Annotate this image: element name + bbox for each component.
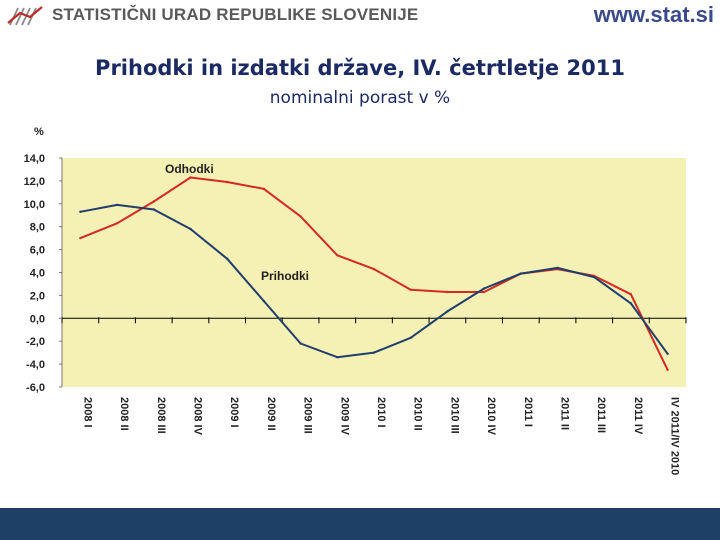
data-point-prihodki (336, 356, 339, 359)
y-tick-label: -6,0 (26, 382, 45, 394)
y-tick-label: 12,0 (24, 176, 45, 188)
x-tick-label: 2011 IV (632, 397, 644, 435)
data-point-odhodki (226, 180, 229, 184)
x-tick-label: 2009 IV (338, 397, 350, 436)
page-subtitle: nominalni porast v % (269, 88, 451, 108)
footer-bar (0, 508, 720, 540)
x-tick-label: 2008 III (155, 397, 167, 434)
y-tick-label: 4,0 (30, 268, 45, 280)
stat-office-logo (7, 6, 43, 26)
y-tick-label: 10,0 (24, 199, 45, 211)
series-label-odhodki: Odhodki (165, 162, 214, 176)
data-point-prihodki (226, 257, 229, 260)
data-point-prihodki (189, 227, 192, 231)
data-point-prihodki (409, 336, 412, 339)
y-tick-label: 14,0 (24, 153, 45, 165)
y-tick-label: 2,0 (30, 290, 45, 302)
data-point-odhodki (299, 215, 302, 218)
x-tick-label: 2008 II (118, 397, 130, 431)
x-tick-label: IV 2011/IV 2010 (669, 397, 681, 475)
data-point-prihodki (262, 299, 266, 303)
data-point-prihodki (115, 203, 119, 207)
data-point-odhodki (262, 187, 266, 191)
data-point-prihodki (519, 272, 522, 275)
y-tick-label: -4,0 (26, 359, 45, 371)
x-tick-label: 2010 IV (485, 397, 497, 436)
data-point-odhodki (409, 288, 412, 291)
data-point-prihodki (482, 287, 486, 290)
page-title: Prihodki in izdatki države, IV. četrtlet… (95, 56, 625, 80)
data-point-odhodki (482, 290, 486, 294)
data-point-odhodki (629, 293, 633, 296)
data-point-odhodki (152, 200, 155, 203)
y-tick-label: 8,0 (30, 222, 45, 234)
x-tick-label: 2011 I (522, 397, 534, 427)
data-point-odhodki (115, 222, 119, 225)
data-point-prihodki (666, 352, 669, 355)
data-point-prihodki (629, 302, 633, 305)
x-tick-label: 2010 II (412, 397, 424, 431)
org-name: STATISTIČNI URAD REPUBLIKE SLOVENIJE (52, 5, 419, 24)
data-point-prihodki (446, 310, 449, 313)
data-point-odhodki (446, 290, 449, 294)
plot-area (62, 158, 686, 387)
data-point-prihodki (593, 275, 596, 279)
header-bar: STATISTIČNI URAD REPUBLIKE SLOVENIJE www… (0, 0, 720, 32)
data-point-prihodki (79, 210, 82, 213)
data-point-odhodki (336, 254, 339, 257)
x-tick-label: 2008 I (81, 397, 93, 428)
data-point-odhodki (79, 236, 82, 240)
data-point-prihodki (372, 351, 376, 354)
data-point-prihodki (152, 208, 155, 211)
y-tick-label: 6,0 (30, 245, 45, 257)
website-link[interactable]: www.stat.si (593, 2, 714, 27)
y-tick-label: 0,0 (30, 313, 45, 325)
x-tick-label: 2008 IV (191, 397, 203, 436)
x-tick-label: 2010 III (448, 397, 460, 434)
series-label-prihodki: Prihodki (261, 269, 309, 283)
x-tick-label: 2010 I (375, 397, 387, 428)
x-tick-label: 2009 II (265, 397, 277, 431)
x-tick-label: 2011 III (595, 397, 607, 433)
data-point-prihodki (556, 266, 559, 270)
line-chart: 14,012,010,08,06,04,02,00,0-2,0-4,0-6,0 … (24, 126, 687, 475)
y-axis-label: % (34, 126, 44, 138)
data-point-odhodki (666, 368, 669, 371)
x-tick-label: 2011 II (559, 397, 571, 430)
data-point-odhodki (189, 176, 192, 179)
x-tick-label: 2009 III (302, 397, 314, 434)
x-tick-label: 2009 I (228, 397, 240, 428)
data-point-odhodki (372, 267, 376, 271)
y-tick-label: -2,0 (26, 336, 45, 348)
data-point-prihodki (299, 342, 302, 345)
